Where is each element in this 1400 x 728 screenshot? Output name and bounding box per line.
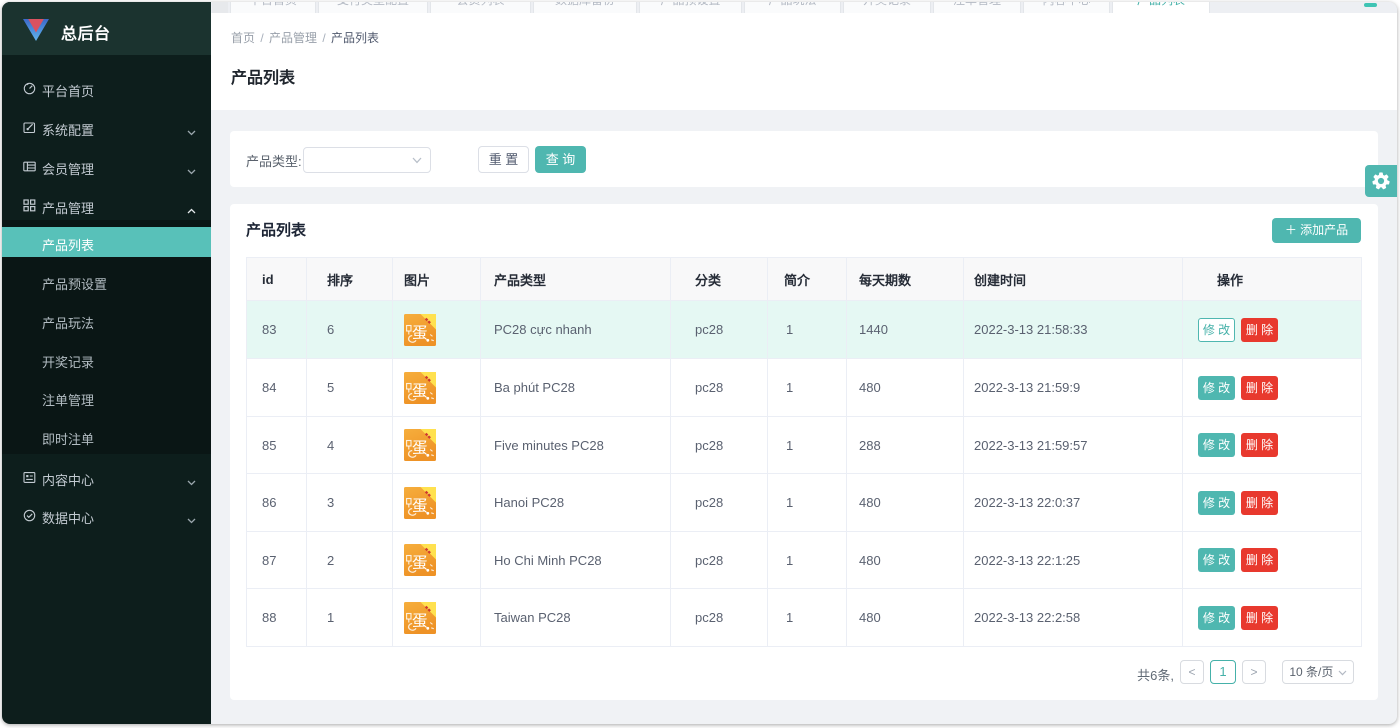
- svg-text:蛋: 蛋: [412, 612, 428, 630]
- svg-text:蛋: 蛋: [412, 554, 428, 572]
- svg-text:蛋: 蛋: [412, 439, 428, 457]
- svg-text:蛋: 蛋: [412, 382, 428, 400]
- svg-text:蛋: 蛋: [412, 497, 428, 515]
- svg-text:蛋: 蛋: [412, 324, 428, 342]
